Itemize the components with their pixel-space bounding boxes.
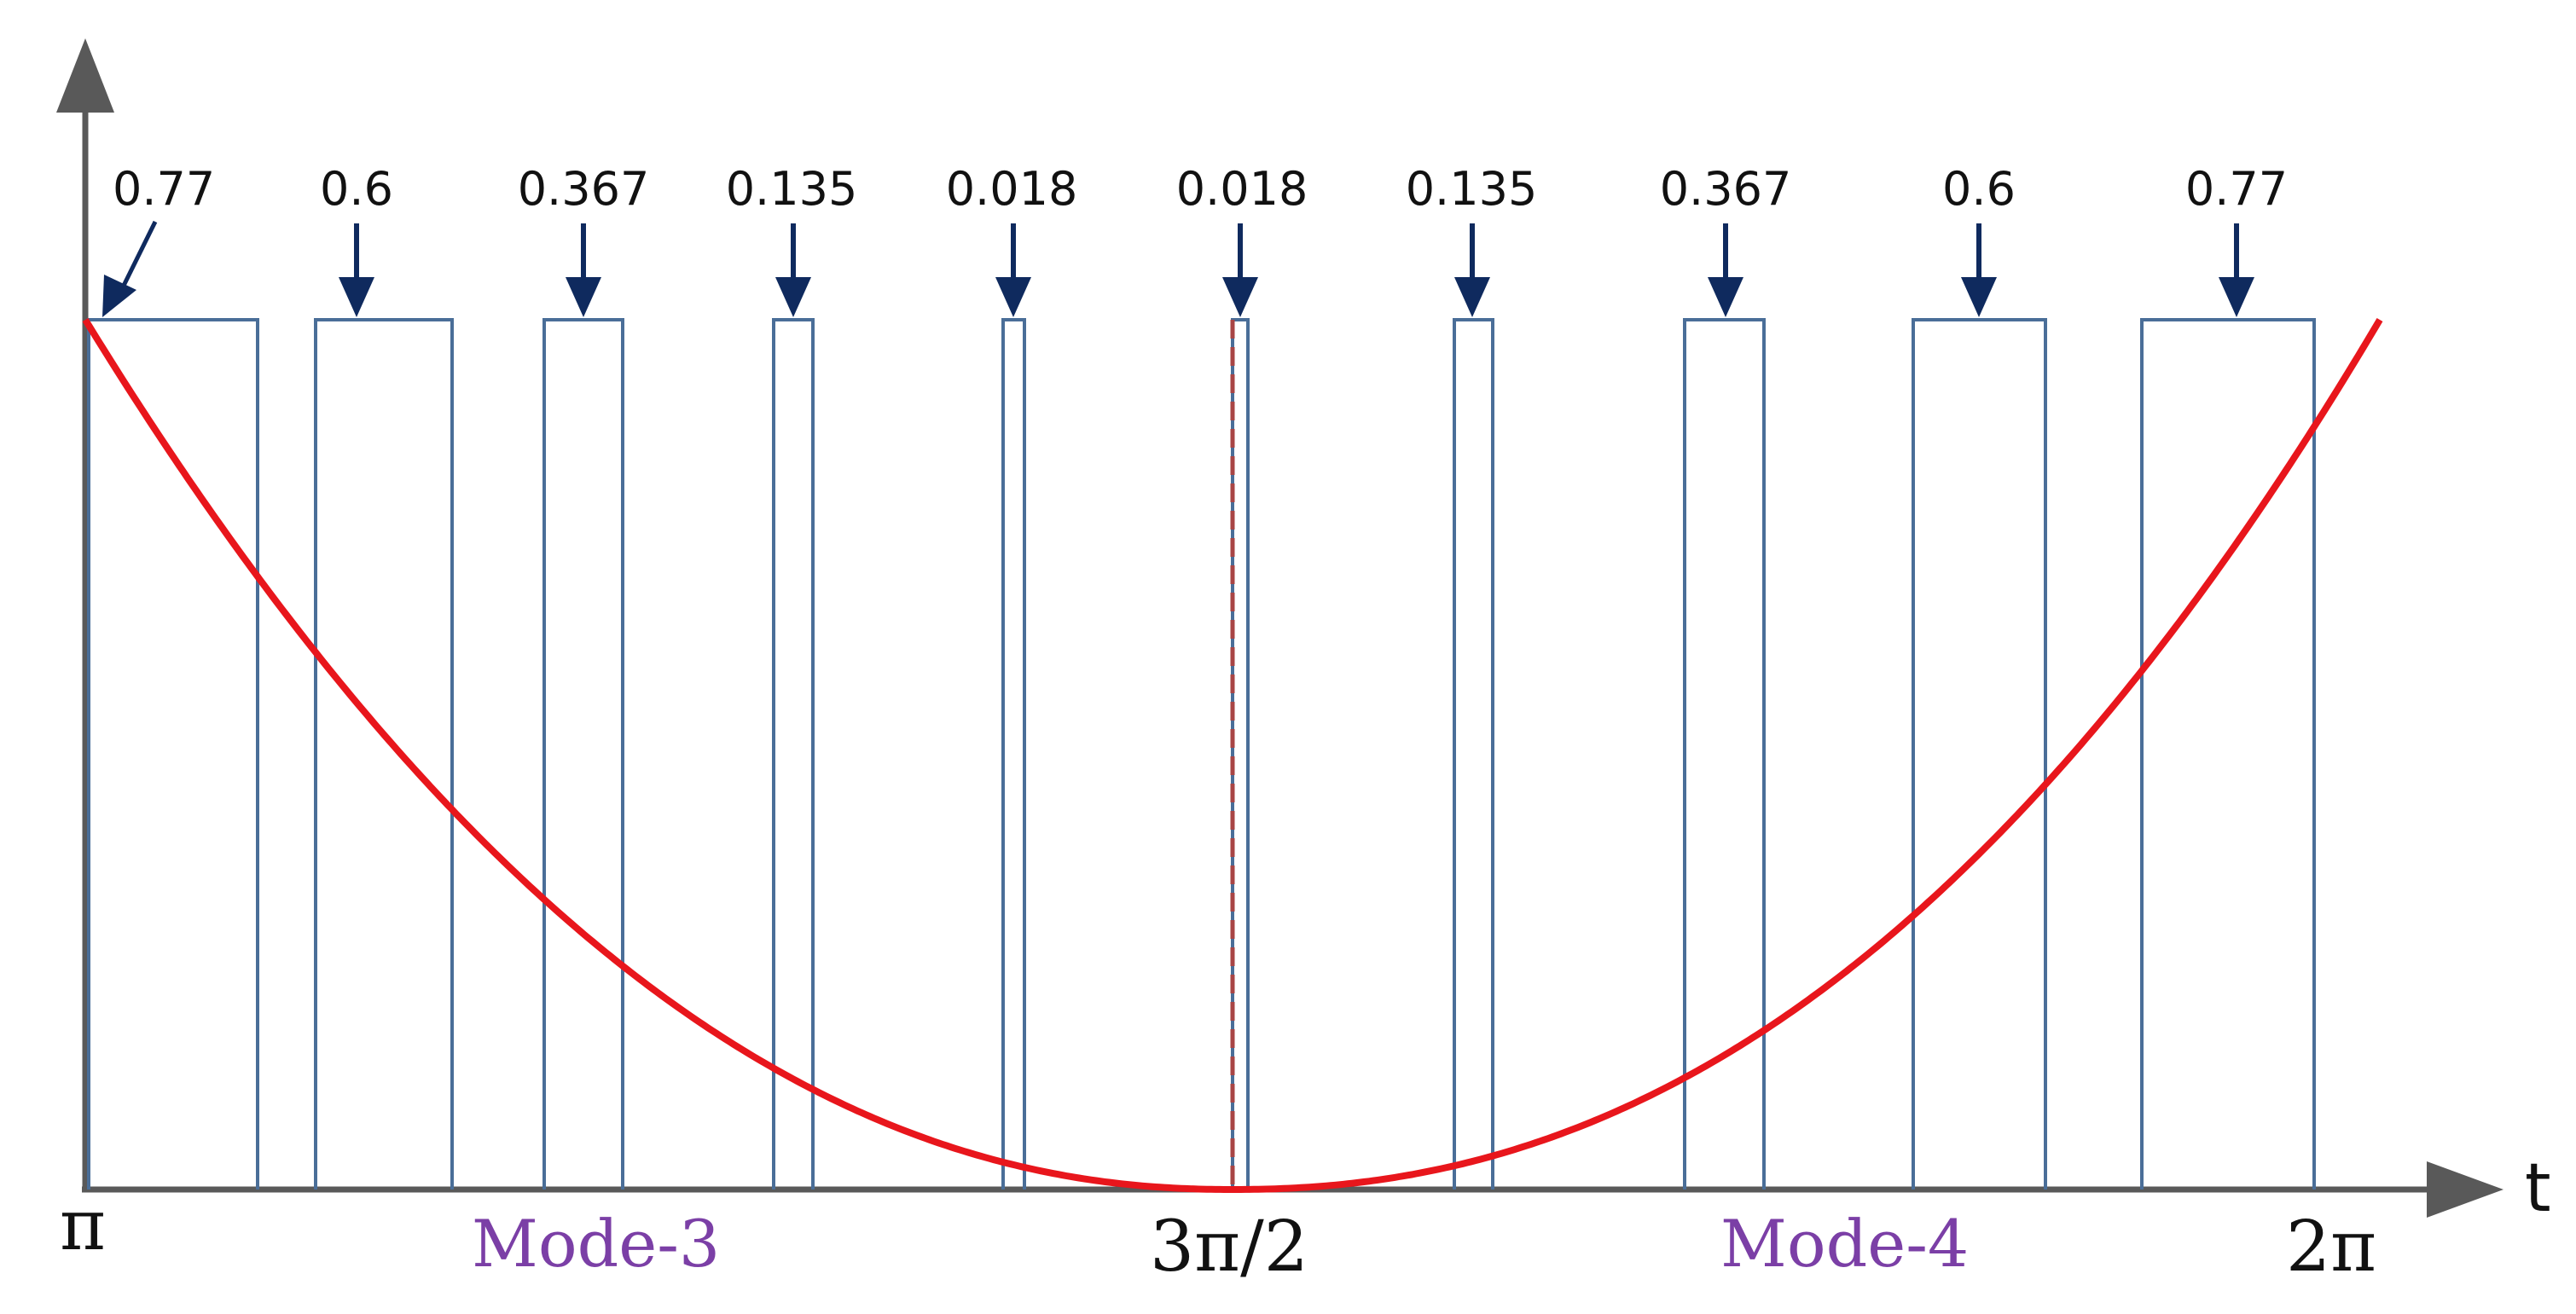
pulse-rect-6 xyxy=(1231,318,1250,1190)
mode-label-3: Mode-3 xyxy=(472,1206,720,1282)
pulse-train xyxy=(87,318,2316,1190)
duty-label-10: 0.77 xyxy=(2185,162,2288,216)
tick-label-3pi-over-2: 3π/2 xyxy=(1150,1207,1308,1288)
duty-labels: 0.77 0.6 0.367 0.135 0.018 0.018 0.135 0.367 0.6… xyxy=(113,162,2288,216)
duty-arrow-2 xyxy=(339,223,374,317)
duty-arrow-7 xyxy=(1454,223,1490,317)
duty-label-3: 0.367 xyxy=(518,162,650,216)
pulse-rect-5 xyxy=(1001,318,1026,1190)
pulse-rect-1 xyxy=(87,318,259,1190)
x-axis-arrowhead xyxy=(2427,1161,2503,1218)
x-axis-name: t xyxy=(2525,1150,2551,1227)
duty-label-5: 0.018 xyxy=(946,162,1078,216)
tick-label-2pi: 2π xyxy=(2286,1207,2376,1288)
duty-arrow-4 xyxy=(775,223,811,317)
pulse-rect-4 xyxy=(772,318,815,1190)
duty-arrow-3 xyxy=(566,223,601,317)
tick-label-pi: π xyxy=(60,1185,106,1266)
pulse-rect-8 xyxy=(1683,318,1766,1190)
y-axis-arrowhead xyxy=(56,38,114,113)
mode-label-4: Mode-4 xyxy=(1720,1206,1969,1282)
duty-label-8: 0.367 xyxy=(1660,162,1792,216)
pulse-rect-10 xyxy=(2140,318,2316,1190)
duty-label-7: 0.135 xyxy=(1406,162,1538,216)
duty-arrows xyxy=(102,220,2254,317)
duty-label-4: 0.135 xyxy=(726,162,858,216)
duty-arrow-1 xyxy=(102,220,158,317)
duty-arrow-9 xyxy=(1961,223,1997,317)
envelope-curve xyxy=(82,317,2383,1193)
duty-arrow-10 xyxy=(2219,223,2254,317)
duty-label-1: 0.77 xyxy=(113,162,215,216)
pulse-rect-2 xyxy=(314,318,454,1190)
duty-label-9: 0.6 xyxy=(1942,162,2016,216)
duty-arrow-5 xyxy=(995,223,1031,317)
duty-label-2: 0.6 xyxy=(320,162,393,216)
pulse-rect-3 xyxy=(542,318,624,1190)
duty-arrow-8 xyxy=(1708,223,1743,317)
duty-label-6: 0.018 xyxy=(1176,162,1308,216)
pulse-rect-9 xyxy=(1912,318,2047,1190)
pulse-rect-7 xyxy=(1453,318,1494,1190)
duty-arrow-6 xyxy=(1222,223,1258,317)
